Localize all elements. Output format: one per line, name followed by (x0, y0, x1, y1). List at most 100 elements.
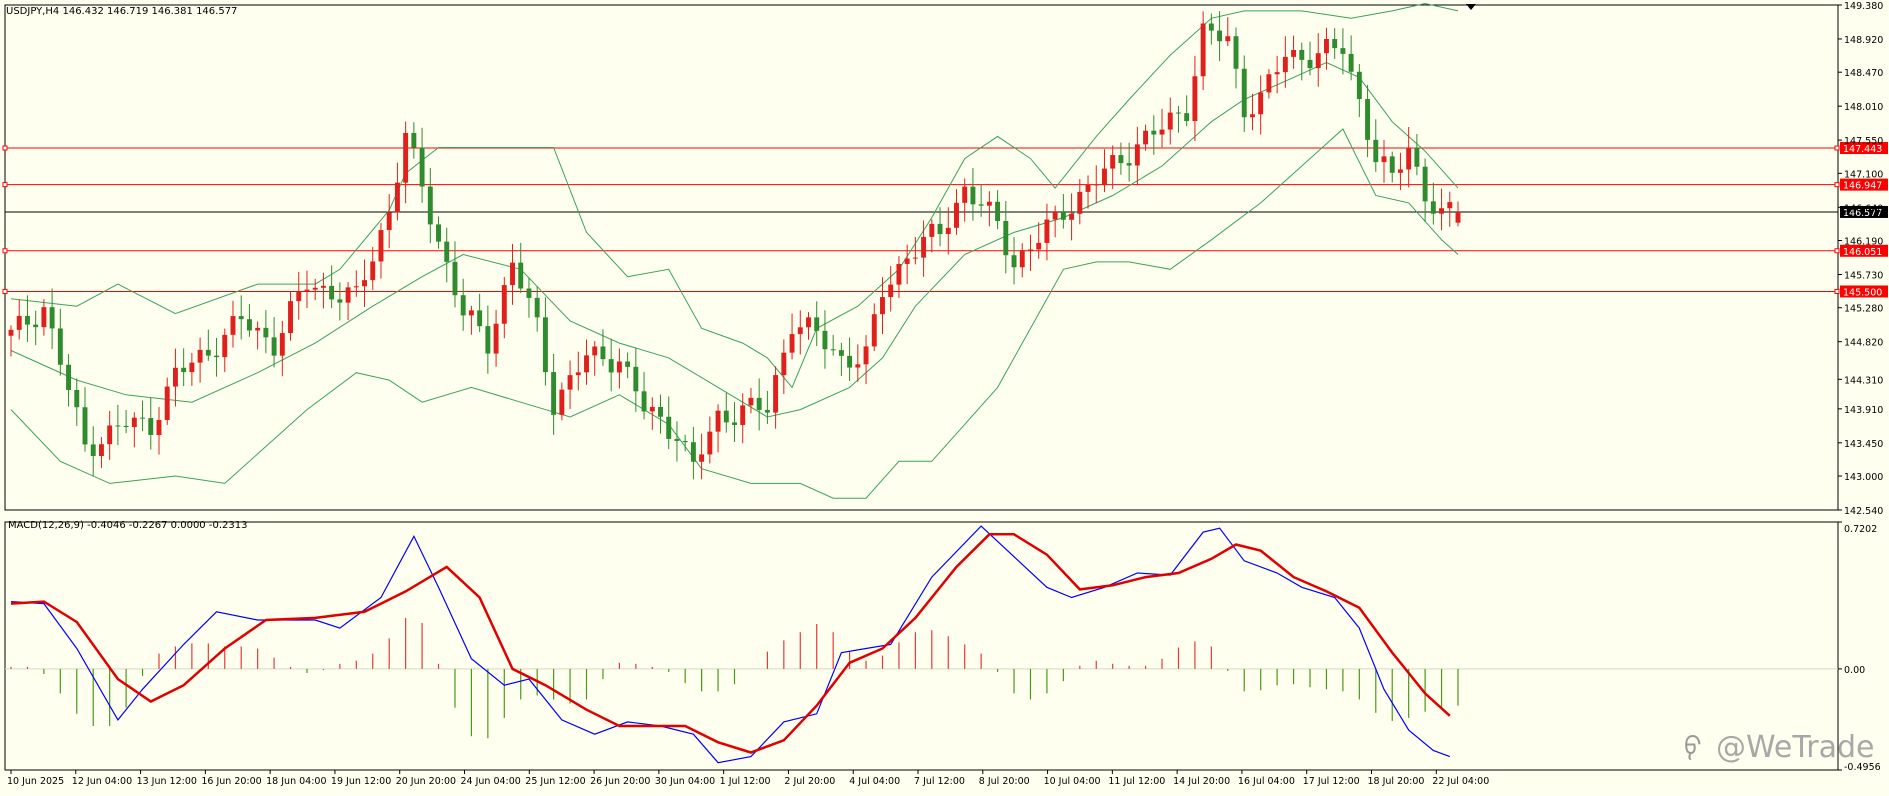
bear-candle (246, 319, 252, 331)
bear-candle (847, 355, 853, 368)
signal-line (10, 533, 1451, 754)
bull-candle (781, 352, 787, 376)
bear-candle (123, 425, 129, 428)
level-line-handle[interactable] (1834, 182, 1840, 188)
bear-candle (625, 361, 631, 367)
bull-candle (740, 405, 746, 425)
bull-candle (1200, 23, 1206, 77)
bear-candle (436, 224, 441, 242)
bull-candle (164, 386, 170, 421)
level-line-handle[interactable] (2, 288, 8, 294)
price-tick-label: 144.820 (1844, 338, 1883, 349)
bull-candle (1052, 211, 1058, 220)
bull-candle (230, 316, 236, 335)
level-line-handle[interactable] (2, 248, 8, 254)
price-tick-label: 144.310 (1844, 375, 1883, 386)
bear-candle (723, 410, 729, 423)
bear-candle (1332, 39, 1338, 49)
macd-pane-frame (4, 521, 1839, 771)
level-line-handle[interactable] (2, 182, 8, 188)
bear-candle (57, 328, 63, 365)
bear-candle (641, 391, 647, 412)
price-tick-label: 148.010 (1844, 102, 1883, 113)
bear-candle (1175, 112, 1181, 114)
bear-candle (756, 397, 762, 410)
level-line-handle[interactable] (1834, 248, 1840, 254)
bull-candle (1291, 49, 1297, 57)
bull-candle (1282, 56, 1288, 73)
bear-candle (1373, 139, 1379, 163)
bear-candle (937, 223, 943, 235)
bull-candle (1019, 250, 1025, 268)
bull-candle (649, 406, 655, 412)
bull-candle (189, 362, 195, 373)
level-line-handle[interactable] (1834, 288, 1840, 294)
bull-candle (1102, 168, 1107, 185)
bear-candle (1430, 201, 1436, 214)
bear-candle (838, 350, 844, 356)
time-tick-label: 30 Jun 04:00 (655, 776, 715, 787)
bear-candle (1356, 71, 1362, 100)
macd-tick-label: 0.00 (1844, 665, 1865, 676)
bear-candle (978, 204, 984, 206)
price-pane[interactable] (2, 2, 1840, 511)
bull-candle (1110, 155, 1116, 169)
bear-candle (1299, 49, 1305, 60)
level-line-handle[interactable] (1834, 145, 1840, 151)
bear-candle (1241, 68, 1247, 118)
bear-candle (66, 364, 72, 390)
bull-candle (510, 262, 515, 286)
price-tick-label: 147.100 (1844, 169, 1883, 180)
bull-candle (1397, 169, 1403, 173)
macd-tick-label: 0.7202 (1844, 524, 1877, 535)
bull-candle (929, 223, 935, 237)
macd-pane[interactable] (4, 521, 1839, 771)
price-tick-label: 143.910 (1844, 405, 1883, 416)
watermark: ᠹ @WeTrade (1684, 730, 1875, 765)
bear-candle (33, 324, 39, 328)
price-pane-frame (4, 4, 1839, 511)
axes: 147.443 146.947 146.051 145.500 146.577 149.3… (7, 1, 1888, 787)
time-tick-label: 18 Jun 04:00 (266, 776, 326, 787)
bear-candle (1003, 221, 1009, 256)
bull-candle (954, 202, 959, 228)
bull-candle (156, 420, 162, 435)
bull-candle (1085, 184, 1091, 192)
bull-candle (748, 397, 754, 406)
bull-candle (945, 227, 951, 235)
bear-candle (1208, 23, 1214, 31)
bull-candle (1266, 74, 1272, 93)
bear-candle (995, 201, 1001, 222)
bull-candle (912, 257, 918, 259)
time-tick-label: 25 Jun 12:00 (525, 776, 585, 787)
price-tick-label: 143.000 (1844, 472, 1883, 483)
price-tick-label: 146.640 (1844, 203, 1883, 214)
level-price-label: 146.947 (1843, 181, 1882, 192)
price-tick-label: 142.540 (1844, 506, 1883, 517)
level-price-tag (1840, 142, 1888, 155)
bear-candle (1365, 99, 1371, 140)
bear-candle (1118, 155, 1124, 164)
bull-candle (296, 291, 302, 302)
bear-candle (419, 147, 425, 187)
bull-candle (378, 230, 384, 262)
watermark-text: @WeTrade (1716, 730, 1875, 765)
level-price-label: 146.051 (1843, 247, 1882, 258)
time-tick-label: 16 Jul 04:00 (1238, 776, 1295, 787)
bear-candle (1126, 163, 1132, 166)
bull-candle (592, 346, 598, 356)
bull-candle (707, 431, 713, 455)
time-tick-label: 2 Jul 20:00 (784, 776, 835, 787)
bull-candle (1159, 129, 1165, 135)
bull-candle (1258, 92, 1264, 115)
level-line-handle[interactable] (2, 145, 8, 151)
bull-candle (304, 289, 310, 292)
bull-candle (468, 310, 474, 316)
bull-candle (1315, 53, 1321, 69)
shift-marker-icon[interactable] (1466, 4, 1476, 10)
bull-candle (1167, 112, 1173, 130)
bull-candle (493, 323, 499, 354)
macd-info-label: MACD(12,26,9) -0.4046 -0.2267 0.0000 -0.… (8, 520, 247, 531)
